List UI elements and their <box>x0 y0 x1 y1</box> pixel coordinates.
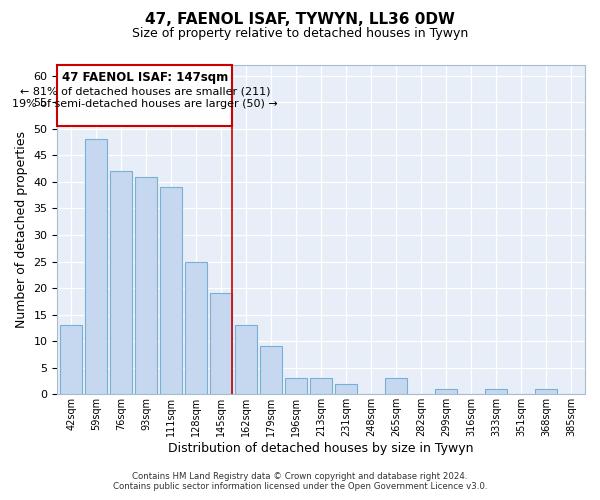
Text: 47 FAENOL ISAF: 147sqm: 47 FAENOL ISAF: 147sqm <box>62 71 228 84</box>
Text: ← 81% of detached houses are smaller (211): ← 81% of detached houses are smaller (21… <box>20 86 270 96</box>
X-axis label: Distribution of detached houses by size in Tywyn: Distribution of detached houses by size … <box>169 442 474 455</box>
Bar <box>485 389 508 394</box>
Text: Contains public sector information licensed under the Open Government Licence v3: Contains public sector information licen… <box>113 482 487 491</box>
Bar <box>235 325 257 394</box>
Bar <box>60 325 82 394</box>
Bar <box>135 176 157 394</box>
Text: 19% of semi-detached houses are larger (50) →: 19% of semi-detached houses are larger (… <box>12 99 278 109</box>
Text: 47, FAENOL ISAF, TYWYN, LL36 0DW: 47, FAENOL ISAF, TYWYN, LL36 0DW <box>145 12 455 28</box>
Text: Size of property relative to detached houses in Tywyn: Size of property relative to detached ho… <box>132 28 468 40</box>
Bar <box>535 389 557 394</box>
Bar <box>210 294 232 394</box>
Bar <box>85 140 107 394</box>
Bar <box>260 346 283 395</box>
Bar <box>335 384 358 394</box>
Bar <box>310 378 332 394</box>
Bar <box>435 389 457 394</box>
Y-axis label: Number of detached properties: Number of detached properties <box>15 131 28 328</box>
Bar <box>285 378 307 394</box>
Bar <box>185 262 208 394</box>
Text: Contains HM Land Registry data © Crown copyright and database right 2024.: Contains HM Land Registry data © Crown c… <box>132 472 468 481</box>
Bar <box>385 378 407 394</box>
Bar <box>110 171 133 394</box>
Bar <box>160 187 182 394</box>
